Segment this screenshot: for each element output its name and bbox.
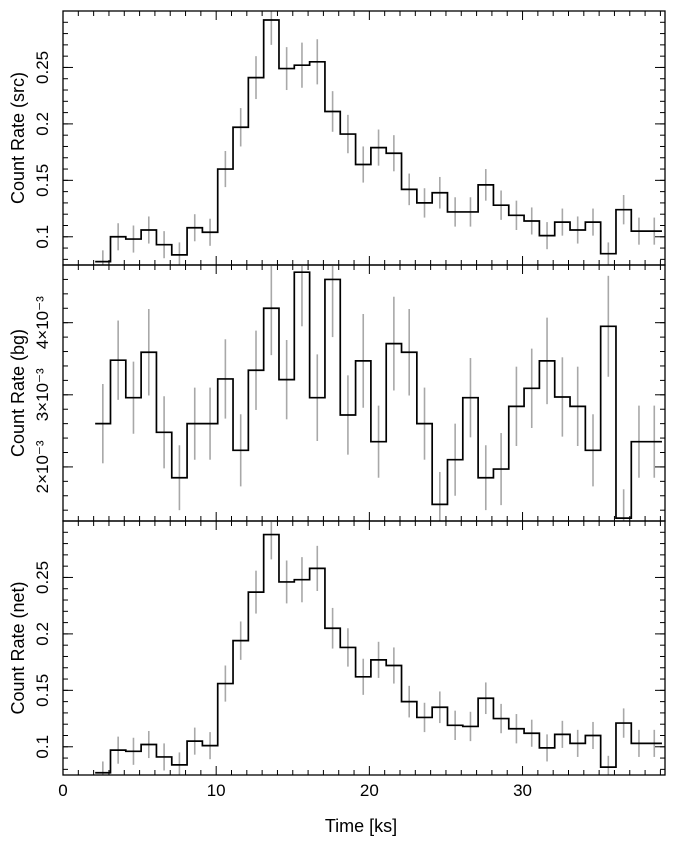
y-axis-label: Count Rate (src) bbox=[8, 72, 28, 204]
panel-2: 2×10⁻³ 3×10⁻³ 4×10⁻³ Count Rate (bg) bbox=[8, 264, 666, 522]
step-series bbox=[95, 19, 662, 263]
panel-3: 0.1 0.15 0.2 0.25 Count Rate (net) bbox=[8, 520, 666, 776]
y-tick-label: 0.1 bbox=[33, 735, 52, 759]
y-tick-label: 4×10⁻³ bbox=[33, 296, 52, 349]
step-series bbox=[95, 533, 662, 774]
plot-area bbox=[95, 11, 662, 265]
y-tick-label: 0.2 bbox=[33, 622, 52, 646]
y-axis-label: Count Rate (bg) bbox=[8, 329, 28, 457]
panel-frame bbox=[62, 520, 666, 776]
plot-area bbox=[95, 521, 662, 775]
x-tick-label: 20 bbox=[360, 781, 379, 800]
y-tick-label: 3×10⁻³ bbox=[33, 368, 52, 421]
y-tick-label: 0.25 bbox=[33, 561, 52, 594]
y-tick-label: 0.1 bbox=[33, 225, 52, 249]
y-tick-label: 0.15 bbox=[33, 674, 52, 707]
x-axis: 0 10 20 30 bbox=[58, 781, 532, 800]
step-series bbox=[95, 271, 662, 519]
plot-area bbox=[95, 265, 662, 521]
y-tick-label: 0.25 bbox=[33, 51, 52, 84]
chart-panels: 0.1 0.15 0.2 0.25 Count Rate (src) 2×10⁻³ 3×10… bbox=[8, 10, 666, 776]
y-tick-label: 2×10⁻³ bbox=[33, 440, 52, 493]
y-axis-label: Count Rate (net) bbox=[8, 581, 28, 714]
y-tick-label: 0.15 bbox=[33, 164, 52, 197]
panel-1: 0.1 0.15 0.2 0.25 Count Rate (src) bbox=[8, 10, 666, 266]
x-tick-label: 0 bbox=[58, 781, 67, 800]
y-tick-label: 0.2 bbox=[33, 112, 52, 136]
x-tick-label: 10 bbox=[207, 781, 226, 800]
x-axis-label: Time [ks] bbox=[325, 816, 397, 836]
panel-frame bbox=[62, 10, 666, 266]
x-tick-label: 30 bbox=[513, 781, 532, 800]
